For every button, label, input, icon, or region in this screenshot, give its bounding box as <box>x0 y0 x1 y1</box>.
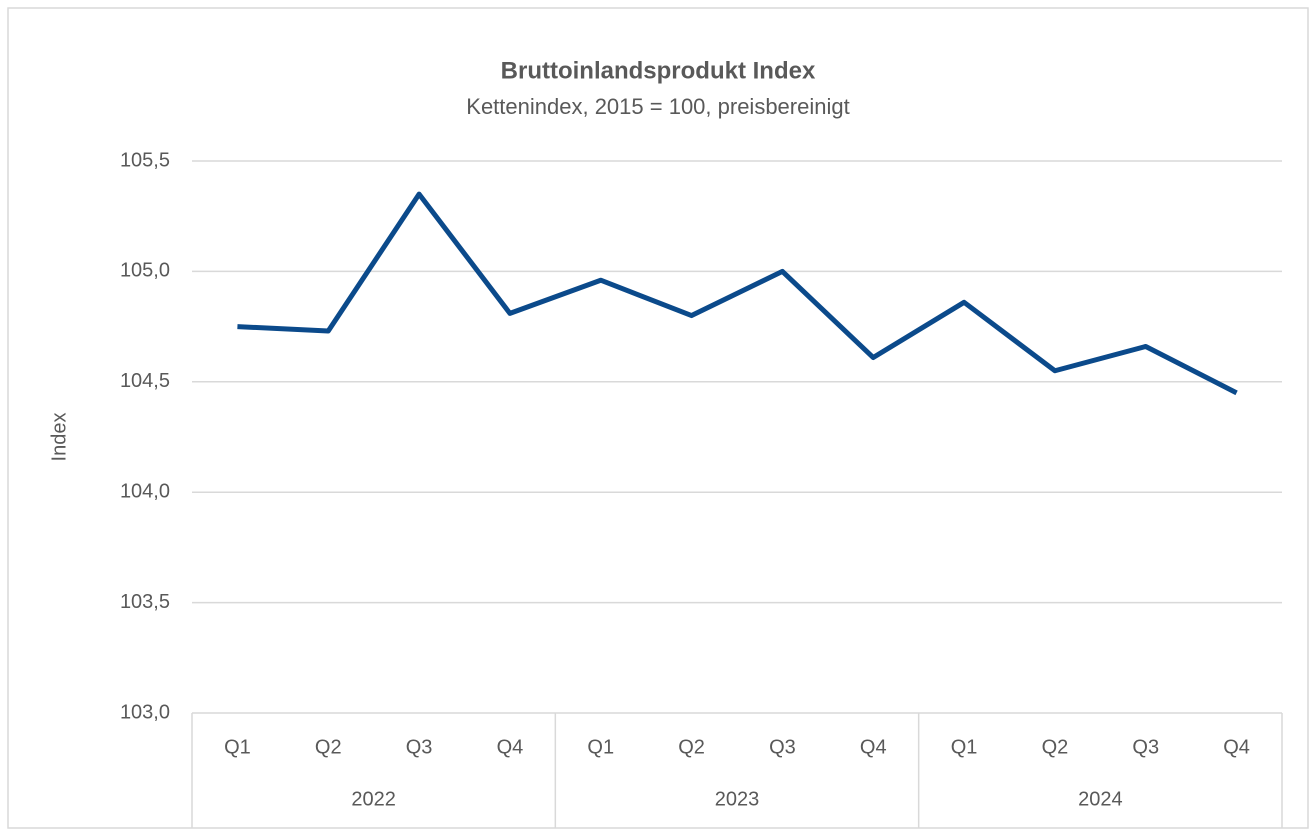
group-label: 2024 <box>1078 788 1123 810</box>
x-tick-label: Q2 <box>678 736 705 758</box>
x-tick-label: Q2 <box>315 736 342 758</box>
x-tick-label: Q3 <box>1132 736 1159 758</box>
data-line <box>237 191 1238 396</box>
chart-border <box>7 7 1309 829</box>
x-tick-label: Q3 <box>769 736 796 758</box>
x-tick-label: Q4 <box>497 736 524 758</box>
y-tick-label: 103,0 <box>120 701 170 723</box>
x-tick-label: Q4 <box>860 736 887 758</box>
chart-subtitle: Kettenindex, 2015 = 100, preisbereinigt <box>466 94 849 119</box>
x-tick-label: Q1 <box>587 736 614 758</box>
x-tick-label: Q1 <box>951 736 978 758</box>
y-tick-label: 105,0 <box>120 260 170 282</box>
y-tick-label: 105,5 <box>120 149 170 171</box>
x-tick-label: Q3 <box>406 736 433 758</box>
group-label: 2022 <box>351 788 396 810</box>
y-tick-label: 104,5 <box>120 370 170 392</box>
chart-title: Bruttoinlandsprodukt Index <box>501 57 816 84</box>
x-tick-label: Q2 <box>1042 736 1069 758</box>
x-tick-label: Q1 <box>224 736 251 758</box>
y-axis-label: Index <box>48 413 70 462</box>
group-label: 2023 <box>715 788 760 810</box>
y-tick-label: 103,5 <box>120 591 170 613</box>
x-tick-label: Q4 <box>1223 736 1250 758</box>
y-tick-label: 104,0 <box>120 480 170 502</box>
